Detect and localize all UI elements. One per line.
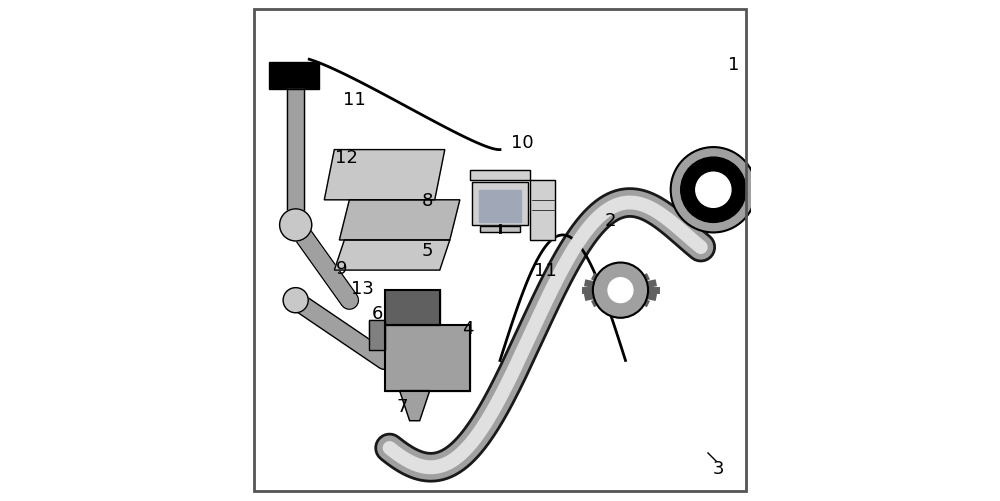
Bar	[269, 63, 319, 90]
Bar	[472, 183, 528, 225]
Text: 4: 4	[462, 319, 473, 337]
Polygon shape	[400, 391, 430, 421]
Text: 2: 2	[605, 211, 616, 229]
Bar	[480, 227, 520, 233]
Polygon shape	[324, 150, 445, 200]
Text: 10: 10	[511, 134, 534, 152]
Bar	[472, 183, 528, 225]
Circle shape	[283, 288, 308, 313]
Bar	[470, 170, 530, 180]
Text: 6: 6	[371, 304, 383, 322]
Circle shape	[696, 173, 731, 208]
Text: 1: 1	[728, 56, 739, 74]
Bar	[530, 180, 555, 240]
Polygon shape	[369, 321, 385, 351]
Polygon shape	[385, 291, 440, 326]
Circle shape	[671, 148, 756, 233]
Text: 12: 12	[335, 149, 358, 167]
Text: 3: 3	[713, 459, 724, 477]
Bar	[530, 180, 555, 240]
Polygon shape	[334, 240, 450, 271]
Text: 11: 11	[343, 91, 366, 109]
Text: 8: 8	[422, 191, 433, 209]
Circle shape	[608, 278, 633, 303]
Circle shape	[681, 158, 746, 223]
Polygon shape	[385, 326, 470, 391]
Bar	[470, 170, 530, 180]
Bar	[287, 90, 304, 225]
Text: 9: 9	[336, 259, 348, 277]
Circle shape	[280, 209, 312, 241]
Bar	[480, 227, 520, 233]
Text: 11: 11	[534, 262, 557, 280]
Polygon shape	[339, 200, 460, 240]
Text: 13: 13	[351, 279, 373, 297]
Bar	[287, 90, 304, 225]
Bar	[479, 190, 521, 223]
Text: 5: 5	[421, 241, 433, 260]
Text: 7: 7	[396, 397, 408, 415]
Circle shape	[593, 263, 648, 318]
